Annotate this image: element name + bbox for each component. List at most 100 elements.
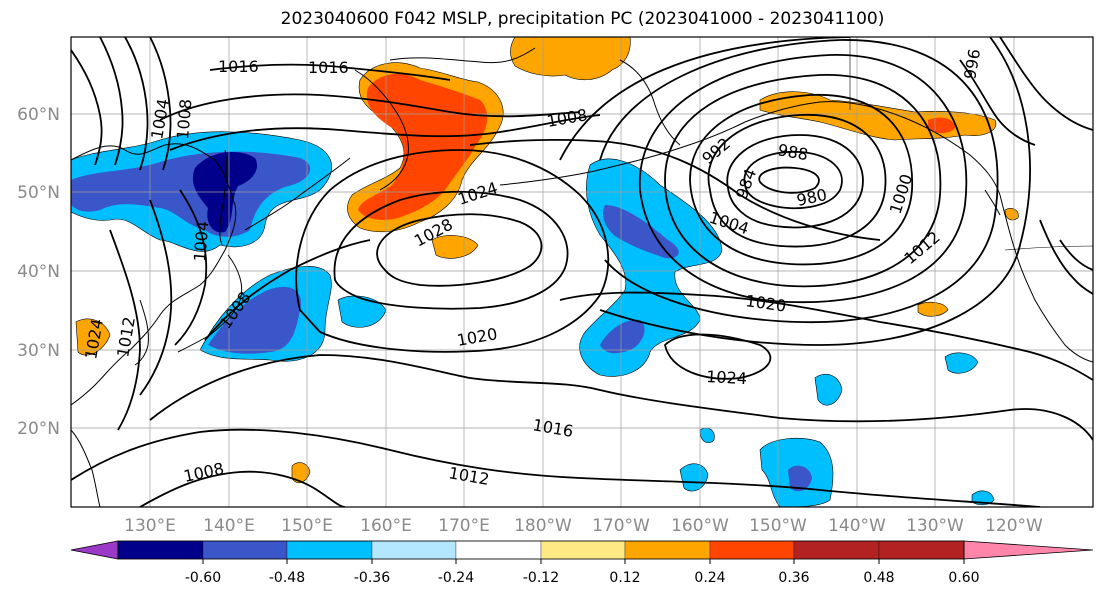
coast-asia — [71, 143, 237, 406]
colorbar-bin — [624, 540, 711, 560]
colorbar-tick-label: -0.36 — [354, 570, 390, 586]
colorbar-tick-labels: -0.60 -0.48 -0.36 -0.24 -0.12 0.12 0.24 … — [185, 570, 980, 586]
isobar-1012-south — [71, 428, 1041, 507]
precip-neg-south5 — [971, 490, 995, 506]
isobar-low-1008 — [599, 39, 999, 324]
isobar-west-1012 — [109, 229, 141, 431]
isobar-west-1004 — [174, 189, 208, 346]
lon-label: 160°W — [671, 516, 729, 536]
isobar-1016-south — [149, 354, 1093, 441]
colorbar-bin — [793, 540, 880, 560]
colorbar-tick-label: 0.36 — [778, 570, 809, 586]
coast-nw-america — [999, 194, 1093, 363]
isobar-label: 1024 — [706, 367, 748, 388]
precip-shading — [71, 37, 1019, 507]
coastlines — [71, 37, 1093, 507]
lon-label: 170°E — [438, 516, 490, 536]
isobar-nw-996 — [99, 37, 124, 166]
isobar-1008-south — [139, 470, 346, 507]
lon-label: 170°W — [592, 516, 650, 536]
precip-pos-bering — [510, 37, 631, 80]
lon-label: 130°E — [124, 516, 176, 536]
isobar-nw-1004 — [149, 37, 172, 171]
precip-pos-small1 — [431, 235, 479, 259]
precip-neg-south4 — [944, 352, 979, 374]
precip-neg-south3 — [814, 374, 843, 406]
isobar-low-980 — [758, 166, 820, 194]
colorbar-extend-low — [70, 540, 119, 560]
precip-pos-kamchatka-mid — [358, 73, 488, 220]
isobars — [71, 37, 1093, 507]
colorbar-tick-label: -0.24 — [438, 570, 474, 586]
precip-neg-south1-core — [788, 465, 812, 492]
isobar-ne-1008 — [1059, 239, 1093, 271]
isobar-1020-east — [559, 291, 1093, 381]
colorbar-tick-label: 0.24 — [694, 570, 725, 586]
colorbar-bin — [878, 540, 965, 560]
lon-label: 140°W — [828, 516, 886, 536]
precip-neg-south2 — [679, 463, 709, 492]
lat-label: 40°N — [17, 262, 60, 282]
lon-label: 180°W — [514, 516, 572, 536]
lat-label: 60°N — [17, 105, 60, 125]
map-title: 2023040600 F042 MSLP, precipitation PC (… — [280, 9, 885, 29]
colorbar-bin — [709, 540, 795, 560]
colorbar-tick-label: 0.48 — [863, 570, 894, 586]
coast-kuril — [244, 157, 351, 231]
lon-label: 130°W — [906, 516, 964, 536]
precip-pos-japan — [75, 318, 111, 356]
isobar-west-1008 — [139, 199, 173, 396]
isobar-low-1012 — [559, 37, 1031, 346]
coast-philippines — [71, 429, 101, 507]
colorbar-tick-label: -0.12 — [523, 570, 559, 586]
isobar-low-1000 — [664, 74, 942, 288]
colorbar-tick-label: 0.12 — [609, 570, 640, 586]
lon-label: 150°W — [749, 516, 807, 536]
coast-japan — [177, 254, 243, 353]
isobar-label: 1008 — [173, 98, 195, 140]
map-frame — [70, 36, 1094, 508]
lat-label: 20°N — [17, 419, 60, 439]
isobar-1028 — [376, 213, 543, 287]
lon-label: 140°E — [203, 516, 255, 536]
isobar-label: 1016 — [218, 57, 259, 76]
precip-pos-small3 — [917, 301, 949, 317]
colorbar-bin — [117, 540, 204, 560]
lon-label: 160°E — [360, 516, 412, 536]
coast-bc-islands — [984, 189, 1001, 216]
colorbar-bin — [286, 540, 373, 560]
lon-label: 120°W — [985, 516, 1043, 536]
isobar-1020-high — [295, 149, 610, 353]
precip-pos-small2 — [291, 462, 311, 484]
lat-label: 50°N — [17, 183, 60, 203]
isobar-ne-996 — [959, 59, 1036, 146]
precip-pos-small4 — [1004, 208, 1019, 221]
isobar-nw-992 — [71, 49, 103, 166]
coast-sakhalin — [219, 149, 227, 246]
isobar-low-996 — [689, 94, 913, 266]
isobar-nw-1000 — [124, 37, 149, 171]
coast-chukotka — [389, 47, 536, 64]
lon-label: 150°E — [281, 516, 333, 536]
coast-alaska-west — [619, 59, 681, 146]
colorbar-bin — [202, 540, 288, 560]
colorbar-bin — [371, 540, 457, 560]
colorbar: -0.60 -0.48 -0.36 -0.24 -0.12 0.12 0.24 … — [70, 540, 1094, 586]
isobar-label: 1004 — [190, 220, 212, 262]
coast-us-border — [1004, 245, 1093, 251]
isobar-1008-north — [169, 114, 601, 151]
isobar-1016-north — [209, 63, 451, 81]
isobar-low-984 — [743, 150, 843, 210]
colorbar-tick-label: -0.60 — [185, 570, 221, 586]
lat-labels: 60°N 50°N 40°N 30°N 20°N — [17, 105, 60, 439]
lon-labels: 130°E 140°E 150°E 160°E 170°E 180°W 170°… — [124, 516, 1043, 536]
lat-label: 30°N — [17, 341, 60, 361]
isobar-low-992 — [707, 114, 887, 248]
isobar-japan-1008 — [204, 239, 371, 341]
isobar-1024-high — [333, 190, 569, 310]
coast-alaska-south — [744, 101, 1001, 196]
isobar-low-1004 — [639, 54, 968, 304]
isobar-ne-1004 — [1039, 219, 1093, 295]
isobar-1012-north — [159, 93, 581, 121]
